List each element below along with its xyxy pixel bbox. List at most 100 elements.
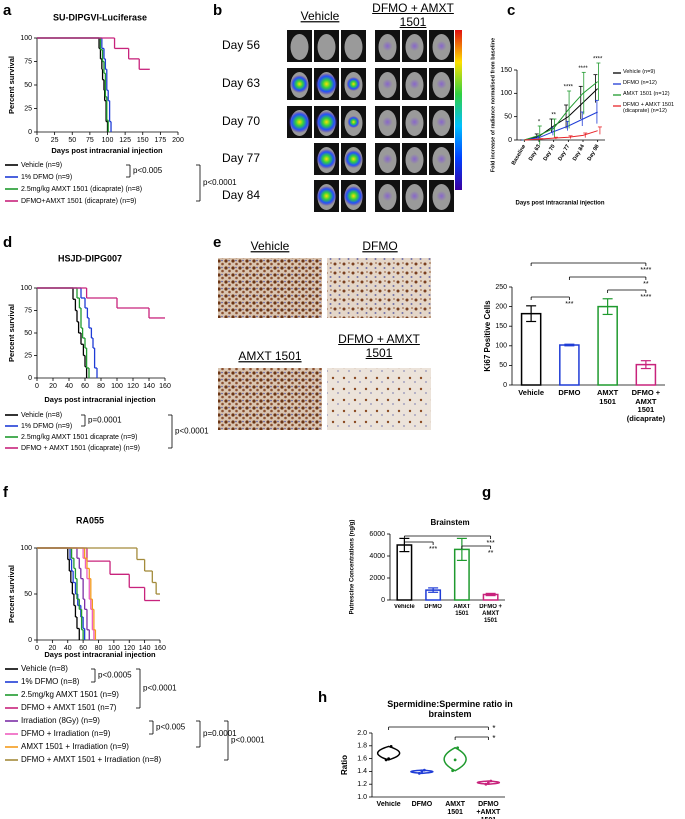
signal	[409, 191, 420, 201]
x-tick-label-box: DFMO	[424, 604, 442, 610]
y-tick-label: 0	[508, 137, 512, 144]
p-value: p=0.0001	[88, 416, 122, 425]
y-tick-label: 100	[500, 90, 512, 97]
significance: ****	[564, 85, 574, 91]
legend-label-box: DFMO + AMXT 1501 (dicaprate) (n=12)	[623, 102, 674, 114]
p-value: p<0.0001	[231, 736, 265, 745]
x-tick-label-box: AMXT 1501	[453, 604, 470, 617]
legend-label: Vehicle (n=9)	[21, 162, 62, 169]
image-label: AMXT 1501	[238, 349, 301, 363]
p-value: p<0.0001	[143, 684, 177, 693]
column-header: DFMO + AMXT 1501	[372, 2, 454, 29]
p-value: p<0.005	[156, 723, 186, 732]
series-line	[524, 111, 598, 141]
x-tick-label-box: DFMO + AMXT 1501 (dicaprate)	[627, 389, 665, 423]
legend-label: AMXT 1501 (n=12)	[623, 91, 670, 97]
x-tick-label: Day 63	[528, 144, 542, 162]
chart-title: SU-DIPGVI-Luciferase	[53, 12, 147, 22]
signal	[409, 79, 420, 89]
x-axis-title: Days post intracranial injection	[515, 201, 604, 207]
legend-label: DFMO + Irradiation (n=9)	[21, 729, 111, 738]
mouse-head	[317, 34, 336, 60]
chart-title-box: Spermidine:Spermine ratio in brainstem	[387, 699, 513, 719]
significance: *	[492, 734, 495, 743]
x-tick-label: Day 84	[572, 143, 587, 162]
legend-label: Irradiation (8Gy) (n=9)	[21, 716, 100, 725]
x-tick-label: Day 70	[543, 144, 557, 162]
y-tick-label: 1.2	[357, 781, 367, 788]
legend-label: DFMO (n=12)	[623, 80, 657, 86]
panel-letter: d	[3, 234, 12, 251]
x-tick-label: DFMO +AMXT 1501	[476, 801, 501, 819]
ihc-image	[218, 368, 322, 430]
y-tick-label: 4000	[369, 553, 385, 560]
panel-letter: a	[3, 2, 12, 19]
x-tick-label: 160	[154, 645, 166, 652]
bar	[520, 312, 542, 386]
mouse-head	[344, 34, 363, 60]
panel-letter: h	[318, 689, 327, 706]
signal	[382, 79, 393, 89]
y-axis-title: Percent survival	[7, 304, 16, 362]
x-tick-label-box: DFMO +AMXT 1501	[476, 801, 501, 819]
x-tick-label: 40	[64, 645, 72, 652]
row-label: Day 84	[222, 188, 260, 202]
panel-letter: e	[213, 234, 221, 251]
bar	[597, 305, 618, 386]
x-tick-label: Vehicle	[394, 604, 415, 610]
significance: ***	[429, 546, 437, 553]
legend-label: Vehicle (n=9)	[623, 69, 656, 75]
x-tick-label: 150	[137, 137, 149, 144]
column-header-box: DFMO + AMXT 1501	[372, 2, 454, 29]
x-tick-label: DFMO	[424, 604, 442, 610]
image-label: Vehicle	[251, 239, 290, 253]
ihc-image	[327, 258, 431, 318]
y-tick-label: 50	[24, 330, 32, 337]
image-label: DFMO	[362, 239, 397, 253]
x-tick-label: 160	[159, 383, 171, 390]
x-tick-label: 125	[119, 137, 131, 144]
x-tick-label: 140	[143, 383, 155, 390]
y-axis-title: Percent survival	[7, 56, 16, 114]
data-point	[453, 758, 457, 762]
legend-label: Vehicle (n=8)	[21, 412, 62, 419]
x-tick-label: Day 98	[587, 144, 601, 162]
row-label: Day 63	[222, 76, 260, 90]
x-tick-label: 175	[155, 137, 167, 144]
y-tick-label: 2000	[369, 575, 385, 582]
x-tick-label-box: Vehicle	[377, 801, 401, 808]
x-tick-label: 60	[79, 645, 87, 652]
y-tick-label: 250	[495, 284, 507, 291]
data-point	[489, 779, 493, 783]
x-tick-label: 200	[172, 137, 184, 144]
y-tick-label: 1.8	[357, 743, 367, 750]
x-tick-label: 100	[102, 137, 114, 144]
y-axis-title: Percent survival	[7, 565, 16, 623]
p-value: p<0.0005	[98, 671, 132, 680]
y-tick-label: 50	[504, 114, 512, 121]
x-tick-label: 50	[68, 137, 76, 144]
significance: ***	[565, 301, 573, 308]
y-axis-title: Ki67 Positive Cells	[483, 300, 492, 372]
chart-title: HSJD-DIPG007	[58, 253, 122, 263]
y-tick-label: 100	[20, 285, 32, 292]
x-tick-label: 20	[48, 645, 56, 652]
x-tick-label-box: Vehicle	[518, 389, 544, 397]
x-tick-label: 75	[86, 137, 94, 144]
image-label-box: DFMO + AMXT 1501	[338, 333, 420, 360]
data-point	[486, 781, 490, 785]
x-tick-label: DFMO + AMXT 1501	[479, 604, 503, 624]
signal	[315, 73, 338, 95]
signal	[347, 116, 360, 128]
panel-letter: g	[482, 484, 491, 501]
data-point	[389, 745, 393, 748]
x-tick-label: 0	[35, 645, 39, 652]
bar	[559, 344, 580, 386]
signal	[316, 186, 337, 206]
mouse-head	[290, 34, 309, 60]
legend-label-box: AMXT 1501 (n=12)	[623, 91, 670, 97]
chart-title: Brainstem	[430, 518, 469, 527]
ihc-image	[218, 258, 322, 318]
x-tick-label: 60	[81, 383, 89, 390]
data-point	[420, 770, 424, 773]
